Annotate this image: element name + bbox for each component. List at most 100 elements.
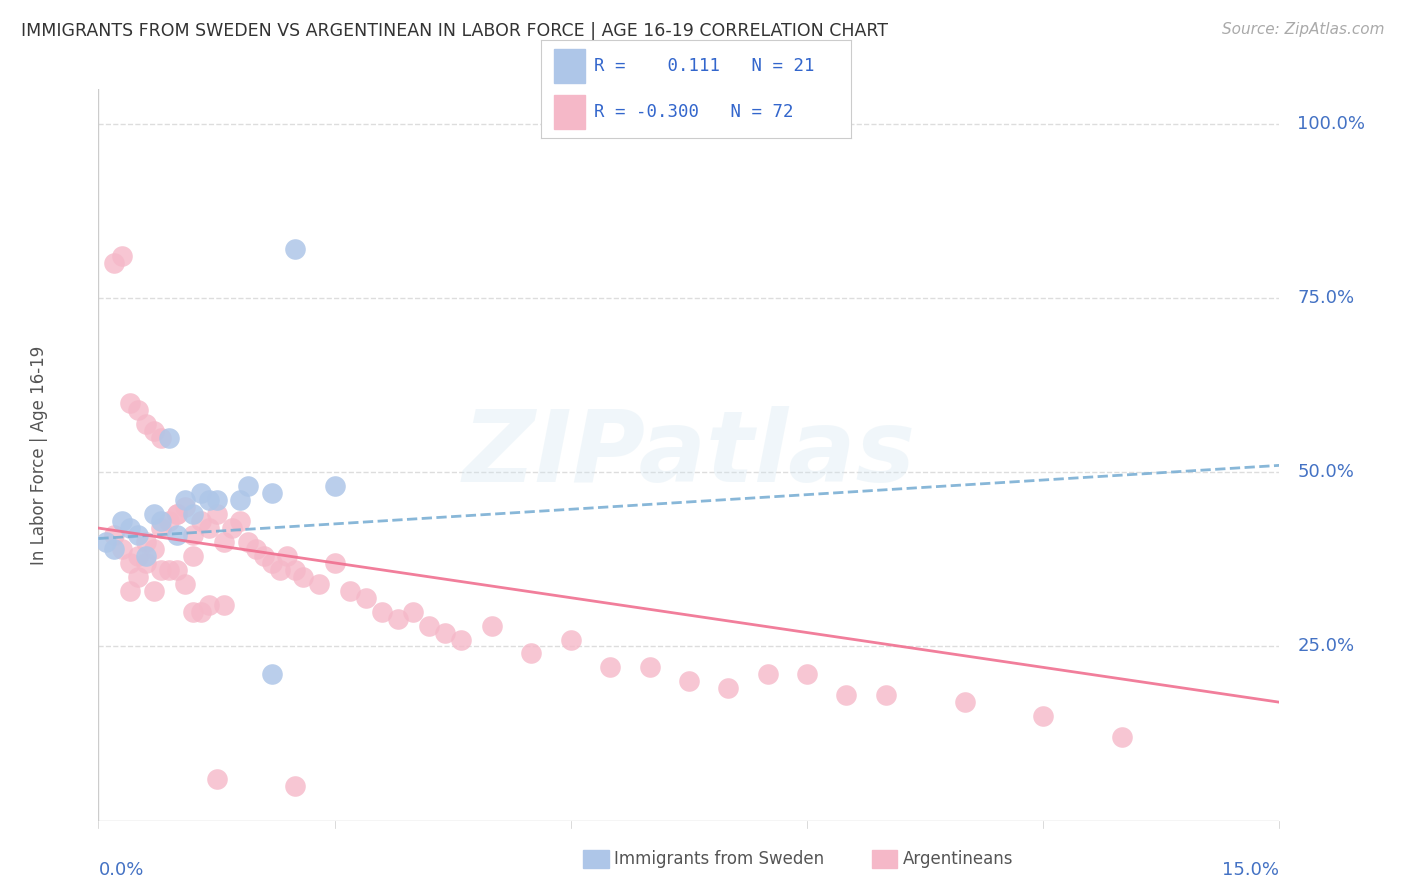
Point xyxy=(205,772,228,786)
Point xyxy=(135,549,157,563)
Point xyxy=(292,570,315,584)
Point xyxy=(103,541,125,556)
Text: 0.0%: 0.0% xyxy=(98,861,143,879)
Point xyxy=(190,514,212,528)
Point xyxy=(205,507,228,521)
Point xyxy=(520,647,543,661)
Text: Source: ZipAtlas.com: Source: ZipAtlas.com xyxy=(1222,22,1385,37)
Point xyxy=(174,500,197,515)
Point xyxy=(339,583,361,598)
Point xyxy=(260,486,283,500)
Text: Argentineans: Argentineans xyxy=(903,850,1014,868)
Point xyxy=(354,591,377,605)
Point xyxy=(181,549,204,563)
Point xyxy=(142,583,165,598)
Point xyxy=(284,779,307,793)
Point xyxy=(127,549,149,563)
Point xyxy=(371,605,394,619)
Point xyxy=(599,660,621,674)
Point xyxy=(253,549,276,563)
Point xyxy=(214,598,236,612)
Text: 75.0%: 75.0% xyxy=(1298,289,1354,307)
Point xyxy=(181,507,204,521)
Point xyxy=(245,541,267,556)
Point xyxy=(96,535,118,549)
Point xyxy=(875,688,897,702)
Point xyxy=(284,243,307,257)
Point xyxy=(166,507,188,521)
Point xyxy=(717,681,740,696)
Point xyxy=(756,667,779,681)
Point xyxy=(150,430,173,444)
Point xyxy=(260,667,283,681)
Point xyxy=(142,541,165,556)
Text: 25.0%: 25.0% xyxy=(1298,638,1354,656)
Point xyxy=(678,674,700,689)
Point xyxy=(166,507,188,521)
Point xyxy=(387,612,409,626)
Point xyxy=(127,570,149,584)
Text: 100.0%: 100.0% xyxy=(1298,115,1365,133)
Text: Immigrants from Sweden: Immigrants from Sweden xyxy=(614,850,824,868)
Text: 50.0%: 50.0% xyxy=(1298,463,1354,482)
Point xyxy=(481,618,503,632)
Point xyxy=(103,256,125,270)
Point xyxy=(205,493,228,508)
Point xyxy=(181,605,204,619)
Point xyxy=(229,493,252,508)
Point xyxy=(166,563,188,577)
Point xyxy=(157,430,180,444)
Point xyxy=(127,528,149,542)
Point xyxy=(118,521,141,535)
Text: 15.0%: 15.0% xyxy=(1222,861,1279,879)
Point xyxy=(236,535,259,549)
Point xyxy=(157,563,180,577)
Point xyxy=(174,576,197,591)
Point xyxy=(127,402,149,417)
Point xyxy=(229,514,252,528)
Point xyxy=(308,576,330,591)
Point xyxy=(190,486,212,500)
Point xyxy=(103,528,125,542)
Point xyxy=(418,618,440,632)
Point xyxy=(433,625,456,640)
Point xyxy=(135,556,157,570)
Point xyxy=(269,563,291,577)
Point xyxy=(111,541,134,556)
Point xyxy=(197,521,219,535)
Point xyxy=(166,528,188,542)
Point xyxy=(1111,730,1133,744)
Point xyxy=(450,632,472,647)
Text: In Labor Force | Age 16-19: In Labor Force | Age 16-19 xyxy=(31,345,48,565)
Point xyxy=(835,688,858,702)
Text: ZIPatlas: ZIPatlas xyxy=(463,407,915,503)
Point xyxy=(142,507,165,521)
Point xyxy=(276,549,298,563)
Point xyxy=(190,605,212,619)
Text: IMMIGRANTS FROM SWEDEN VS ARGENTINEAN IN LABOR FORCE | AGE 16-19 CORRELATION CHA: IMMIGRANTS FROM SWEDEN VS ARGENTINEAN IN… xyxy=(21,22,889,40)
Point xyxy=(197,598,219,612)
Point xyxy=(236,479,259,493)
Point xyxy=(150,521,173,535)
Point xyxy=(953,695,976,709)
Text: R =    0.111   N = 21: R = 0.111 N = 21 xyxy=(593,57,814,75)
Point xyxy=(323,479,346,493)
Point xyxy=(1032,709,1054,723)
Point xyxy=(181,528,204,542)
Point xyxy=(284,563,307,577)
Point xyxy=(150,563,173,577)
Point xyxy=(174,493,197,508)
Text: R = -0.300   N = 72: R = -0.300 N = 72 xyxy=(593,103,793,121)
Point xyxy=(323,556,346,570)
Point xyxy=(560,632,582,647)
Point xyxy=(214,535,236,549)
Point xyxy=(118,583,141,598)
Point xyxy=(111,514,134,528)
Bar xyxy=(554,95,585,129)
Point xyxy=(150,514,173,528)
Point xyxy=(135,417,157,431)
Point xyxy=(221,521,243,535)
Point xyxy=(118,395,141,409)
Point xyxy=(260,556,283,570)
Point xyxy=(142,424,165,438)
